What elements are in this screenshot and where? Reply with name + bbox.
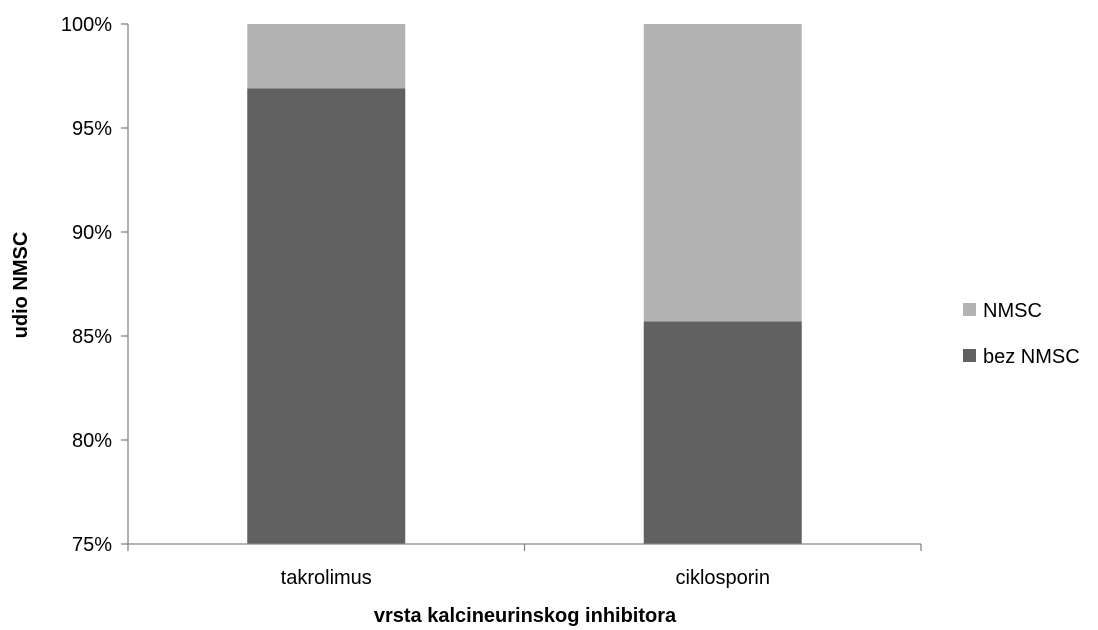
x-tick-label-takrolimus: takrolimus [281, 567, 372, 589]
bars-group [247, 24, 802, 544]
y-tick-label: 75% [72, 534, 112, 556]
bar-takrolimus-series-1 [247, 24, 406, 89]
x-tick-label-ciklosporin: ciklosporin [676, 567, 770, 589]
x-ticks-group: takrolimus ciklosporin [127, 544, 922, 589]
y-tick-label: 85% [72, 326, 112, 348]
y-tick-label: 100% [61, 14, 112, 36]
legend-swatch [963, 303, 976, 316]
bar-ciklosporin-series-0 [643, 321, 802, 544]
y-tick-label: 95% [72, 118, 112, 140]
legend-swatch [963, 349, 976, 362]
y-tick-label: 80% [72, 430, 112, 452]
legend-label: NMSC [983, 300, 1042, 322]
legend-label: bez NMSC [983, 346, 1080, 368]
bar-takrolimus-series-0 [247, 88, 406, 544]
x-axis-title: vrsta kalcineurinskog inhibitora [374, 605, 677, 627]
legend: NMSC bez NMSC [963, 300, 1080, 368]
y-ticks-group: 75% 80% 85% 90% 95% 100% [61, 14, 128, 556]
y-axis-title: udio NMSC [10, 232, 32, 339]
bar-ciklosporin-series-1 [643, 24, 802, 322]
y-tick-label: 90% [72, 222, 112, 244]
